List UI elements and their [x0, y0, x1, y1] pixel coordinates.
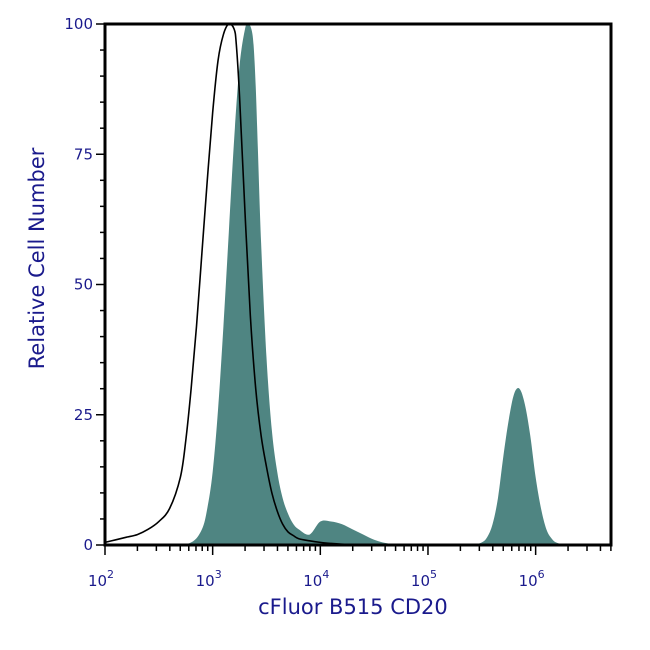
y-tick-label: 50 — [74, 276, 93, 294]
x-tick-label: 104 — [303, 568, 329, 590]
y-tick-label: 25 — [74, 406, 93, 424]
x-tick-label: 102 — [88, 568, 114, 590]
y-axis-title: Relative Cell Number — [25, 147, 49, 369]
cd20-stained-histogram — [105, 23, 611, 546]
y-axis: 0 25 50 75 100 — [64, 15, 105, 554]
x-tick-label: 103 — [196, 568, 222, 590]
y-tick-label: 0 — [83, 536, 93, 554]
plot-frame — [103, 22, 613, 547]
x-tick-label: 105 — [411, 568, 437, 590]
x-axis: 102 103 104 105 106 — [88, 545, 612, 590]
isotype-control-histogram — [104, 23, 611, 546]
y-tick-label: 75 — [74, 145, 93, 163]
y-tick-label: 100 — [64, 15, 93, 33]
x-tick-label: 106 — [519, 568, 545, 590]
x-axis-title: cFluor B515 CD20 — [258, 595, 448, 619]
plot-area — [104, 23, 611, 546]
